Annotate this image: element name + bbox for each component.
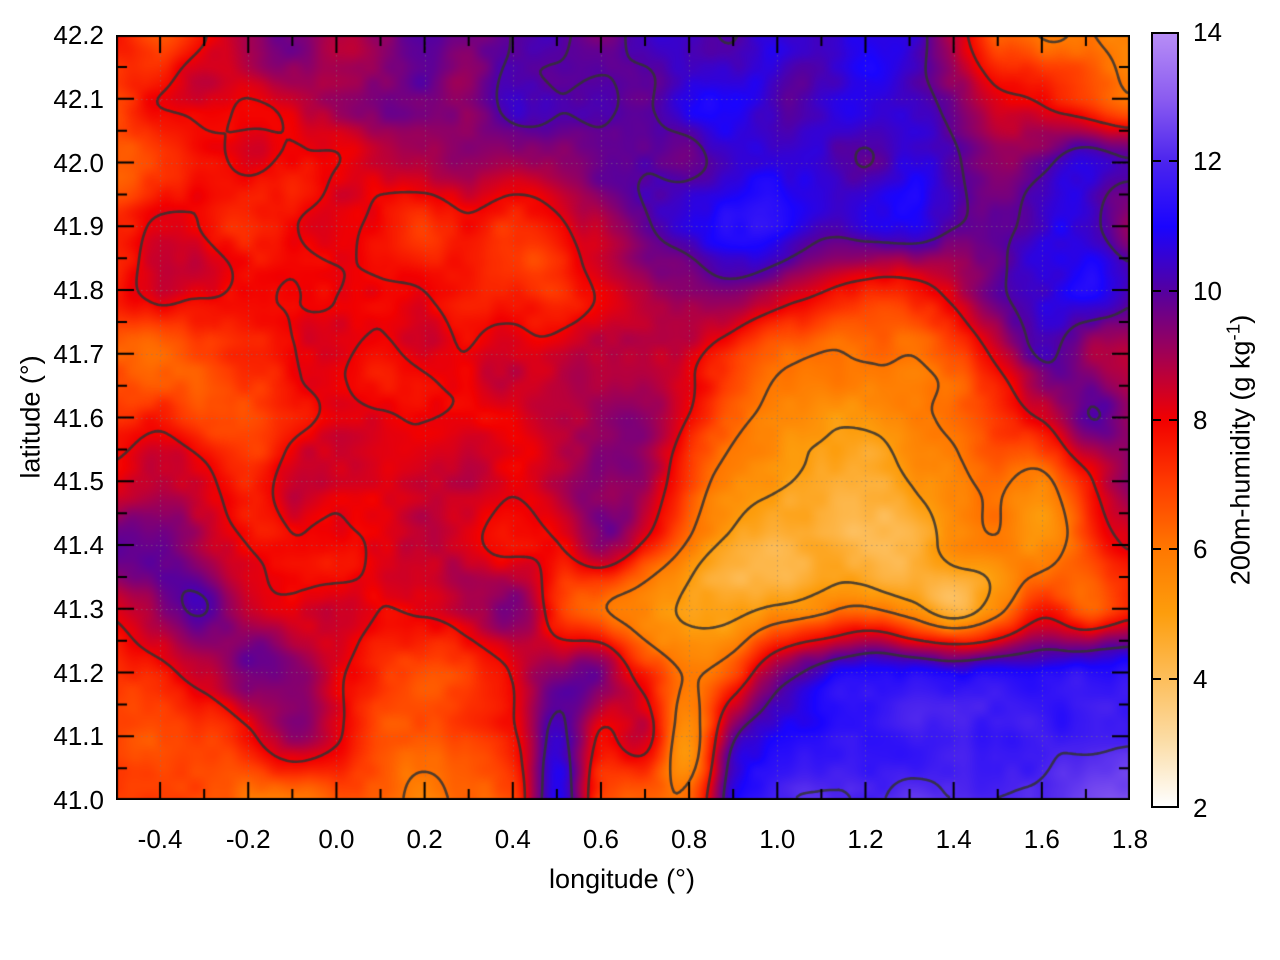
x-tick-label: -0.2 [225,824,271,854]
colorbar-tick-label: 4 [1193,663,1208,694]
y-tick-label: 41.8 [53,275,104,305]
colorbar-tick-dash [1169,289,1177,292]
y-tick-label: 41.6 [53,402,104,433]
x-tick-label: 0.0 [318,824,355,854]
colorbar-tick-label: 6 [1193,534,1208,565]
y-tick-label: 42.2 [53,20,104,50]
colorbar-title-close: ) [1225,314,1256,324]
colorbar-tick-dash [1153,160,1161,163]
colorbar-title: 200m-humidity (g kg-1) [1224,315,1257,585]
colorbar-tick-label: 14 [1193,17,1222,47]
x-tick-label: 0.4 [494,824,531,854]
x-tick-label: 1.4 [935,824,972,854]
colorbar-tick-label: 2 [1193,793,1208,823]
x-axis-title: longitude (°) [549,864,695,894]
y-tick-label: 41.3 [53,593,104,624]
colorbar-tick-label: 12 [1193,146,1222,177]
colorbar-tick-dash [1169,548,1177,551]
colorbar-title-superscript: -1 [1223,323,1245,341]
colorbar-tick-label: 10 [1193,275,1222,306]
y-tick-label: 41.4 [53,530,104,560]
colorbar-tick-dash [1153,548,1161,551]
colorbar-tick-dash [1153,677,1161,680]
x-tick-label: 0.2 [406,824,443,854]
y-tick-label: 41.2 [53,657,104,688]
y-tick-label: 42.0 [53,147,104,178]
x-tick-label: 1.2 [847,824,884,854]
colorbar-tick-dash [1153,289,1161,292]
colorbar-tick-dash [1169,419,1177,421]
x-tick-label: 1.6 [1023,824,1060,854]
x-tick-label: 0.8 [671,824,708,854]
colorbar-title-text: 200m-humidity (g kg [1225,340,1256,586]
x-tick-label: -0.4 [137,824,183,854]
y-tick-label: 41.9 [53,211,104,242]
colorbar-gradient [1151,32,1179,808]
y-tick-label: 41.0 [53,785,104,815]
colorbar-tick-dash [1153,419,1161,421]
y-tick-label: 41.7 [53,338,104,369]
x-tick-label: 1.0 [759,824,796,854]
x-tick-label: 0.6 [582,824,620,854]
y-tick-label: 41.1 [53,721,104,752]
heatmap-canvas [116,35,1130,800]
colorbar-tick-dash [1169,160,1177,163]
y-tick-label: 42.1 [53,83,104,114]
colorbar-tick-dash [1169,677,1177,680]
x-tick-label: 1.8 [1111,824,1149,854]
y-tick-label: 41.5 [53,466,104,497]
colorbar-tick-label: 8 [1193,405,1208,435]
